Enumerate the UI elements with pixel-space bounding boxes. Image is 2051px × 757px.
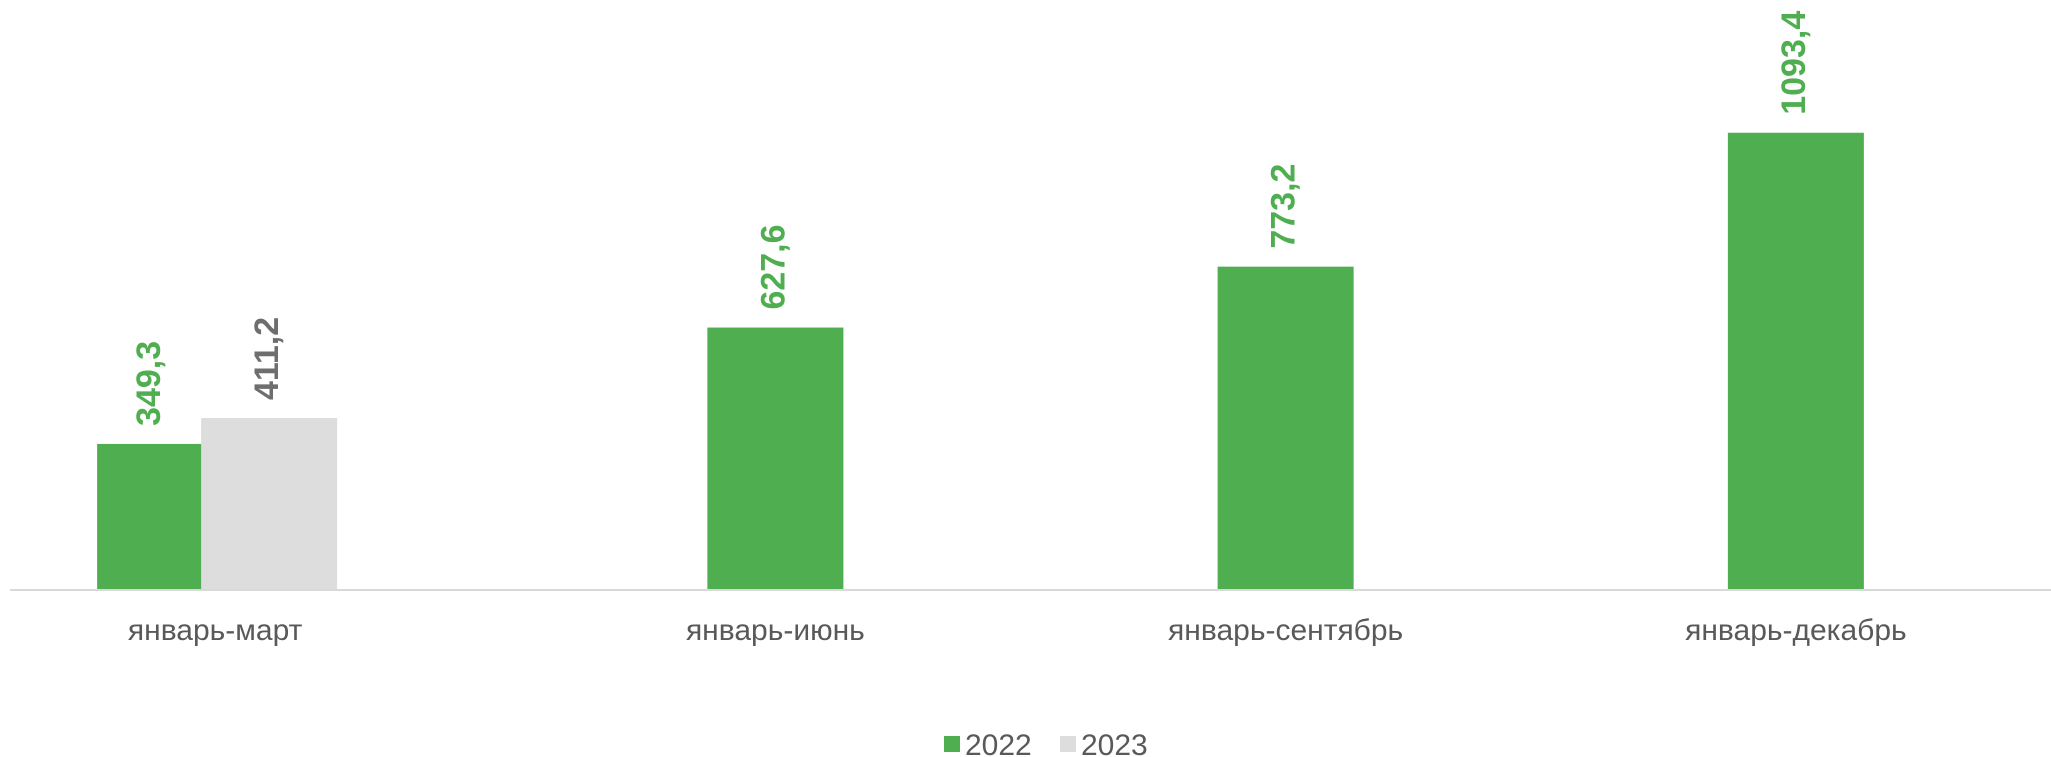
legend-swatch-2023 (1060, 736, 1076, 752)
bar-2022-2 (707, 328, 843, 590)
bar-2022-4 (1728, 133, 1864, 590)
data-labels-layer: 349,3 411,2 627,6 773,2 1093,4 (130, 11, 1813, 426)
category-label: январь-март (128, 614, 303, 647)
legend-label-2023: 2023 (1081, 729, 1148, 757)
data-label-2022-2: 627,6 (754, 224, 792, 309)
category-label: январь-сентябрь (1168, 614, 1403, 647)
data-label-2022-1: 349,3 (130, 341, 168, 426)
data-label-2022-4: 1093,4 (1775, 11, 1813, 115)
category-label: январь-декабрь (1685, 614, 1907, 647)
data-label-2023-1: 411,2 (248, 317, 286, 400)
data-label-2022-3: 773,2 (1265, 164, 1303, 249)
legend-label-2022: 2022 (965, 729, 1032, 757)
bar-2023-1 (201, 418, 337, 590)
legend-swatch-2022 (944, 736, 960, 752)
bars-layer (97, 133, 1864, 590)
category-labels-layer: январь-март январь-июнь январь-сентябрь янв… (128, 614, 1907, 647)
legend: 2022 2023 (944, 729, 1148, 757)
bar-2022-3 (1218, 267, 1354, 590)
category-label: январь-июнь (686, 614, 865, 647)
